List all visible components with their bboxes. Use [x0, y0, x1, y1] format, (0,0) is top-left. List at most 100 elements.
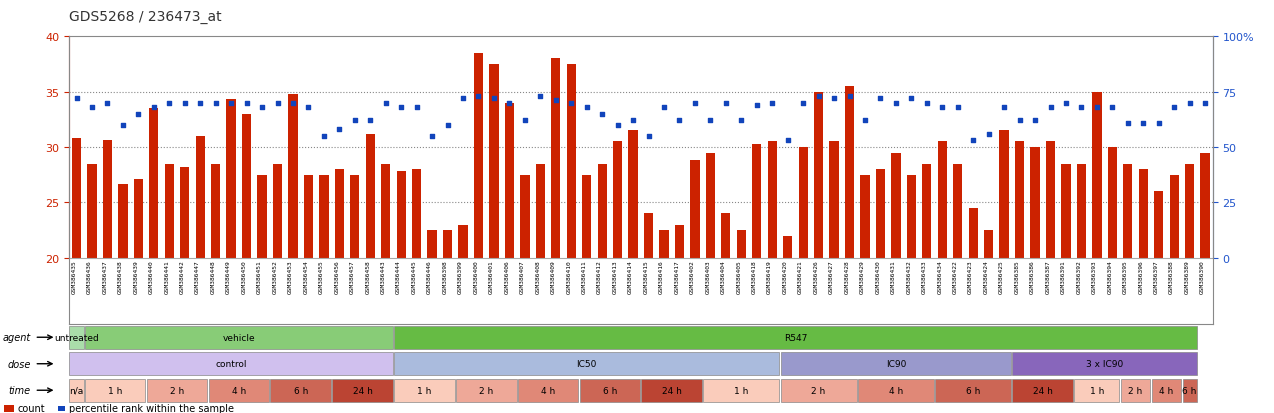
Bar: [721, 214, 730, 258]
Bar: [85, 326, 392, 349]
Text: GSM386415: GSM386415: [643, 260, 648, 294]
Point: [159, 100, 180, 107]
Text: GSM386430: GSM386430: [875, 260, 880, 294]
Point: [948, 104, 968, 111]
Point: [638, 133, 659, 140]
Text: GSM386439: GSM386439: [134, 260, 139, 294]
Bar: [396, 172, 406, 258]
Point: [252, 104, 273, 111]
Point: [840, 93, 860, 100]
Text: 6 h: 6 h: [603, 386, 617, 395]
Bar: [875, 170, 885, 258]
Text: GSM386441: GSM386441: [164, 260, 169, 294]
Point: [577, 104, 598, 111]
Text: 3 x IC90: 3 x IC90: [1085, 359, 1124, 368]
Point: [623, 118, 643, 124]
Text: GSM386402: GSM386402: [691, 260, 694, 294]
Point: [1041, 104, 1061, 111]
Point: [329, 127, 349, 133]
Text: agent: agent: [3, 332, 31, 342]
Bar: [69, 326, 84, 349]
Text: time: time: [9, 385, 31, 395]
Point: [855, 118, 875, 124]
Text: GSM386388: GSM386388: [1170, 260, 1175, 294]
Bar: [381, 164, 390, 258]
Bar: [270, 379, 331, 401]
Text: GSM386427: GSM386427: [829, 260, 834, 294]
Text: 2 h: 2 h: [1129, 386, 1143, 395]
Text: GSM386426: GSM386426: [814, 260, 819, 294]
Bar: [613, 142, 622, 258]
Text: GSM386429: GSM386429: [860, 260, 865, 294]
Text: GSM386446: GSM386446: [427, 260, 432, 294]
Point: [1180, 100, 1200, 107]
Bar: [1121, 379, 1150, 401]
Text: GSM386419: GSM386419: [767, 260, 772, 294]
Point: [561, 100, 581, 107]
Bar: [968, 209, 978, 258]
Bar: [211, 164, 220, 258]
Text: GSM386418: GSM386418: [752, 260, 757, 294]
Text: GSM386405: GSM386405: [736, 260, 741, 294]
Bar: [242, 114, 251, 258]
Point: [1024, 118, 1045, 124]
Point: [684, 100, 705, 107]
Text: GSM386407: GSM386407: [520, 260, 525, 294]
Bar: [641, 379, 702, 401]
Text: 6 h: 6 h: [966, 386, 981, 395]
Bar: [935, 379, 1012, 401]
Bar: [907, 175, 916, 258]
Text: GSM386453: GSM386453: [288, 260, 293, 294]
Text: GSM386445: GSM386445: [412, 260, 417, 294]
Bar: [517, 379, 578, 401]
Point: [1009, 118, 1029, 124]
Text: GSM386437: GSM386437: [102, 260, 107, 294]
Bar: [505, 103, 513, 258]
Point: [391, 104, 412, 111]
Point: [792, 100, 813, 107]
Bar: [1182, 379, 1196, 401]
Text: GSM386435: GSM386435: [71, 260, 76, 294]
Bar: [1061, 164, 1070, 258]
Text: 4 h: 4 h: [541, 386, 555, 395]
Text: GSM386452: GSM386452: [273, 260, 278, 294]
Bar: [535, 164, 545, 258]
Bar: [164, 164, 175, 258]
Bar: [1013, 379, 1073, 401]
Text: GSM386432: GSM386432: [906, 260, 911, 294]
Text: GSM386454: GSM386454: [303, 260, 308, 294]
Point: [1117, 120, 1138, 127]
Point: [144, 104, 164, 111]
Bar: [88, 164, 97, 258]
Text: GSM386425: GSM386425: [999, 260, 1004, 294]
Text: 4 h: 4 h: [1159, 386, 1173, 395]
Bar: [273, 164, 282, 258]
Text: GSM386443: GSM386443: [381, 260, 386, 294]
Point: [437, 122, 457, 129]
Bar: [303, 175, 313, 258]
Text: GSM386411: GSM386411: [582, 260, 587, 294]
Bar: [845, 87, 854, 258]
Bar: [474, 54, 483, 258]
Bar: [781, 379, 856, 401]
Text: GSM386442: GSM386442: [180, 260, 185, 294]
Point: [809, 93, 829, 100]
Point: [469, 93, 489, 100]
Point: [885, 100, 906, 107]
Bar: [752, 144, 762, 258]
Point: [1056, 100, 1077, 107]
Text: vehicle: vehicle: [223, 333, 255, 342]
Bar: [1107, 147, 1117, 258]
Point: [530, 93, 550, 100]
Bar: [149, 109, 158, 258]
Bar: [118, 184, 127, 258]
Point: [731, 118, 752, 124]
Point: [654, 104, 674, 111]
Point: [190, 100, 210, 107]
Text: GDS5268 / 236473_at: GDS5268 / 236473_at: [69, 10, 222, 24]
Text: GSM386438: GSM386438: [118, 260, 122, 294]
Bar: [71, 139, 82, 258]
Bar: [1074, 379, 1120, 401]
Text: n/a: n/a: [69, 386, 84, 395]
Point: [515, 118, 535, 124]
